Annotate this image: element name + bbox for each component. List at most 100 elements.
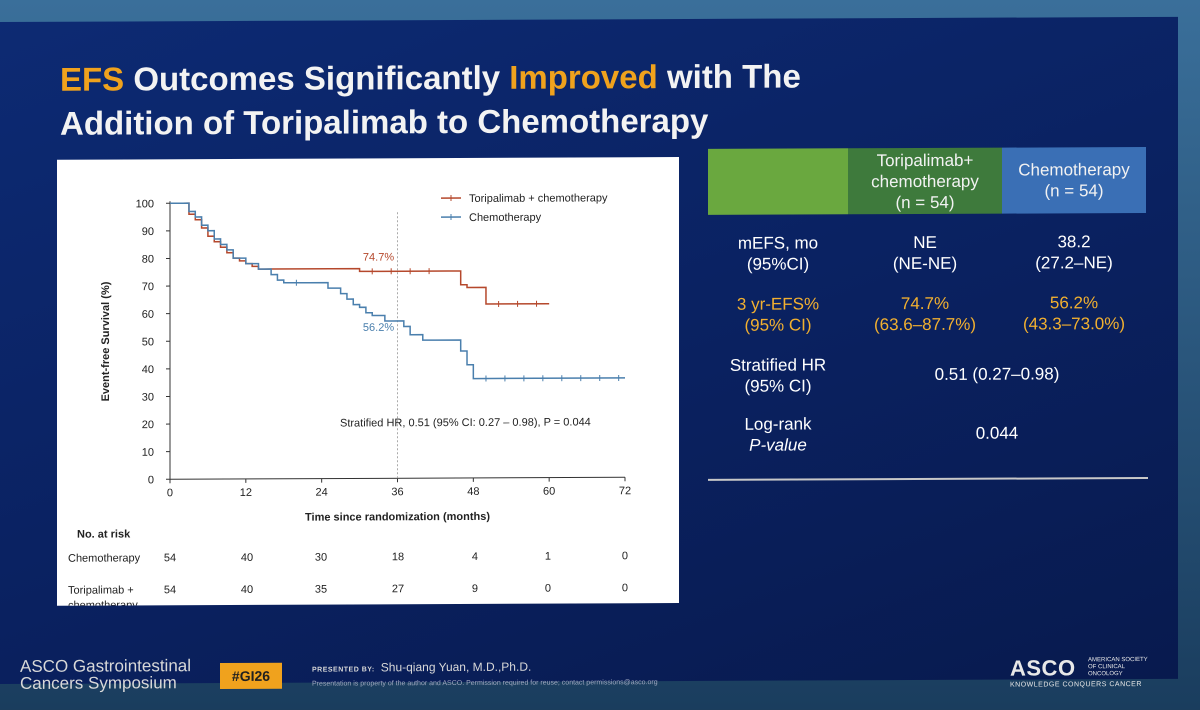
presented-by-label: PRESENTED BY: — [312, 666, 375, 673]
chart-labels: 74.7% 56.2% Toripalimab + chemotherapy Chem… — [340, 192, 608, 429]
y-axis-title: Event-free Survival (%) — [100, 281, 112, 401]
x-tick-label: 0 — [167, 487, 173, 499]
symposium-name: ASCO Gastrointestinal Cancers Symposium — [20, 657, 191, 692]
row-label-line1: mEFS, mo — [708, 232, 848, 254]
tori-value-line2: (63.6–87.7%) — [848, 314, 1002, 336]
risk-count: 4 — [472, 551, 478, 563]
legend-label: Toripalimab + chemotherapy — [469, 192, 608, 205]
row-label-line1: Log-rank — [708, 413, 848, 435]
chemo-value-line2: (43.3–73.0%) — [1002, 313, 1146, 335]
presentation-slide: EFS Outcomes Significantly Improved with… — [0, 17, 1178, 684]
chemo-value-line2: (27.2–NE) — [1002, 252, 1146, 274]
title-text-b: with The — [658, 58, 801, 96]
table-row-logrank: Log-rank P-value 0.044 — [708, 412, 1148, 474]
results-table: Toripalimab+ chemotherapy (n = 54) Chemo… — [708, 147, 1148, 479]
table-bottom-rule — [708, 477, 1148, 481]
slide-footer: ASCO Gastrointestinal Cancers Symposium … — [0, 645, 1178, 710]
risk-row-label: Chemotherapy — [68, 552, 141, 564]
x-axis-title: Time since randomization (months) — [305, 511, 490, 524]
title-line-2: Addition of Toripalimab to Chemotherapy — [60, 98, 960, 146]
risk-count: 54 — [164, 584, 176, 596]
row-label-line2: (95%CI) — [708, 253, 848, 275]
presenter-name: Shu-qiang Yuan, M.D.,Ph.D. — [381, 660, 532, 675]
chemo-value-line1: 38.2 — [1002, 231, 1146, 253]
header-tori-line2: chemotherapy — [871, 170, 979, 191]
slide-title: EFS Outcomes Significantly Improved with… — [60, 54, 960, 146]
row-label-line2: (95% CI) — [708, 314, 848, 336]
chemotherapy-3yr-label: 56.2% — [363, 322, 394, 334]
p-value: 0.044 — [848, 422, 1146, 444]
risk-count: 18 — [392, 551, 404, 563]
table-row-hr: Stratified HR (95% CI) 0.51 (0.27–0.98) — [708, 353, 1148, 415]
row-label-line1: Stratified HR — [708, 354, 848, 376]
x-tick-label: 60 — [543, 486, 555, 498]
risk-count: 1 — [545, 551, 551, 563]
header-tori-line3: (n = 54) — [871, 191, 979, 212]
symposium-line1: ASCO Gastrointestinal — [20, 657, 191, 675]
risk-count: 30 — [315, 552, 327, 564]
table-header-chemotherapy: Chemotherapy (n = 54) — [1002, 147, 1146, 214]
row-label-line2: (95% CI) — [708, 375, 848, 397]
toripalimab-3yr-label: 74.7% — [363, 252, 394, 264]
row-label-line1: 3 yr-EFS% — [708, 293, 848, 315]
title-line-1: EFS Outcomes Significantly Improved with… — [60, 54, 960, 102]
y-tick-label: 0 — [148, 474, 154, 486]
disclaimer-text: Presentation is property of the author a… — [312, 679, 658, 688]
y-tick-label: 50 — [142, 336, 154, 348]
risk-count: 27 — [392, 583, 404, 595]
x-tick-label: 72 — [619, 485, 631, 497]
tori-value: 74.7% (63.6–87.7%) — [848, 293, 1002, 336]
risk-count: 0 — [545, 583, 551, 595]
logo-society: AMERICAN SOCIETY OF CLINICAL ONCOLOGY — [1088, 657, 1148, 678]
table-header-blank — [708, 148, 848, 215]
hr-value: 0.51 (0.27–0.98) — [848, 363, 1146, 385]
tori-value: NE (NE-NE) — [848, 232, 1002, 275]
tori-value-line2: (NE-NE) — [848, 253, 1002, 275]
title-improved: Improved — [509, 58, 658, 96]
x-tick-label: 48 — [467, 486, 479, 498]
tori-value-line1: NE — [848, 232, 1002, 254]
logo-tagline: KNOWLEDGE CONQUERS CANCER — [1010, 681, 1142, 689]
risk-count: 9 — [472, 583, 478, 595]
risk-row-label: chemotherapy — [68, 599, 138, 605]
header-chemo-line1: Chemotherapy — [1018, 159, 1130, 180]
hashtag-badge: #GI26 — [220, 663, 282, 689]
table-header-toripalimab: Toripalimab+ chemotherapy (n = 54) — [848, 148, 1002, 215]
x-tick-label: 12 — [240, 487, 252, 499]
risk-count: 35 — [315, 584, 327, 596]
legend-label: Chemotherapy — [469, 212, 542, 224]
symposium-line2: Cancers Symposium — [20, 674, 191, 692]
title-efs: EFS — [60, 60, 124, 97]
table-row-3yr-efs: 3 yr-EFS% (95% CI) 74.7% (63.6–87.7%) 56… — [708, 292, 1148, 354]
row-label: Stratified HR (95% CI) — [708, 354, 848, 397]
y-tick-label: 90 — [142, 226, 154, 238]
hr-annotation: Stratified HR, 0.51 (95% CI: 0.27 – 0.98… — [340, 416, 591, 429]
risk-row-label: Toripalimab + — [68, 584, 134, 596]
header-tori-line1: Toripalimab+ — [871, 149, 979, 170]
asco-logo: ASCO AMERICAN SOCIETY OF CLINICAL ONCOLO… — [1010, 655, 1076, 681]
y-tick-label: 40 — [142, 364, 154, 376]
row-label-line2: P-value — [708, 434, 848, 456]
y-tick-label: 80 — [142, 254, 154, 266]
y-tick-label: 20 — [142, 419, 154, 431]
presenter-info: PRESENTED BY: Shu-qiang Yuan, M.D.,Ph.D. — [312, 660, 531, 675]
chemo-value: 56.2% (43.3–73.0%) — [1002, 292, 1146, 335]
y-tick-label: 10 — [142, 447, 154, 459]
risk-count: 0 — [622, 550, 628, 562]
y-tick-label: 100 — [136, 198, 154, 210]
risk-count: 0 — [622, 582, 628, 594]
chemo-value: 38.2 (27.2–NE) — [1002, 231, 1146, 274]
logo-wordmark: ASCO — [1010, 655, 1076, 680]
y-tick-label: 30 — [142, 392, 154, 404]
risk-count: 40 — [241, 584, 253, 596]
header-chemo-line2: (n = 54) — [1018, 180, 1130, 201]
risk-count: 54 — [164, 552, 176, 564]
tori-value-line1: 74.7% — [848, 293, 1002, 315]
title-text-a: Outcomes Significantly — [124, 59, 509, 98]
x-tick-label: 36 — [391, 486, 403, 498]
chemo-value-line1: 56.2% — [1002, 292, 1146, 314]
